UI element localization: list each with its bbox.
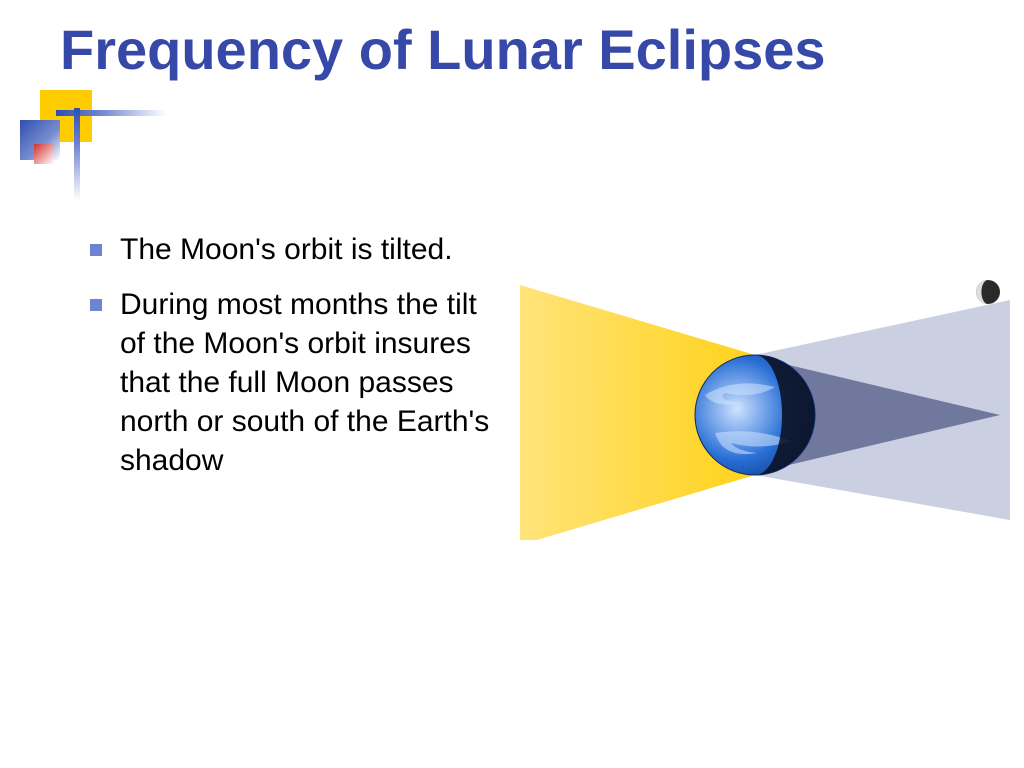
bullet-item: The Moon's orbit is tilted. <box>90 230 510 269</box>
bullet-marker-icon <box>90 299 102 311</box>
deco-bar-horizontal <box>56 110 166 116</box>
bullet-marker-icon <box>90 244 102 256</box>
eclipse-diagram <box>520 260 1010 540</box>
slide-decoration <box>20 90 140 210</box>
bullet-text: During most months the tilt of the Moon'… <box>120 285 510 480</box>
deco-bar-vertical <box>74 108 80 200</box>
bullet-text: The Moon's orbit is tilted. <box>120 230 453 269</box>
bullet-item: During most months the tilt of the Moon'… <box>90 285 510 480</box>
deco-square-red <box>34 144 54 164</box>
slide-body: The Moon's orbit is tilted. During most … <box>90 230 510 496</box>
slide-title: Frequency of Lunar Eclipses <box>60 18 984 82</box>
